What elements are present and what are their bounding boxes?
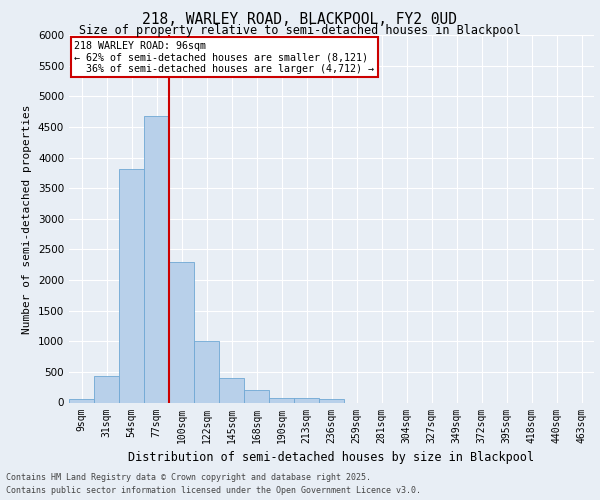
Bar <box>219 378 244 402</box>
Bar <box>169 262 194 402</box>
Bar <box>294 398 319 402</box>
Bar <box>319 399 344 402</box>
Bar <box>144 116 169 403</box>
Text: Contains HM Land Registry data © Crown copyright and database right 2025.: Contains HM Land Registry data © Crown c… <box>6 474 371 482</box>
Text: 218 WARLEY ROAD: 96sqm
← 62% of semi-detached houses are smaller (8,121)
  36% o: 218 WARLEY ROAD: 96sqm ← 62% of semi-det… <box>74 40 374 74</box>
Text: 218, WARLEY ROAD, BLACKPOOL, FY2 0UD: 218, WARLEY ROAD, BLACKPOOL, FY2 0UD <box>143 12 458 28</box>
Bar <box>119 168 144 402</box>
X-axis label: Distribution of semi-detached houses by size in Blackpool: Distribution of semi-detached houses by … <box>128 451 535 464</box>
Bar <box>194 341 219 402</box>
Bar <box>94 376 119 402</box>
Text: Contains public sector information licensed under the Open Government Licence v3: Contains public sector information licen… <box>6 486 421 495</box>
Bar <box>269 398 294 402</box>
Bar <box>69 400 94 402</box>
Text: Size of property relative to semi-detached houses in Blackpool: Size of property relative to semi-detach… <box>79 24 521 37</box>
Y-axis label: Number of semi-detached properties: Number of semi-detached properties <box>22 104 32 334</box>
Bar <box>244 390 269 402</box>
